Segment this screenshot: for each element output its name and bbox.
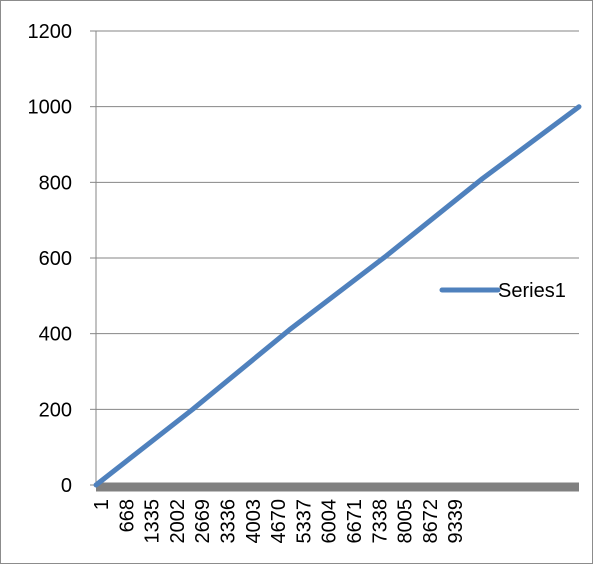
series-lines xyxy=(93,104,582,488)
y-tick-label: 1000 xyxy=(28,97,73,119)
x-tick-label: 6671 xyxy=(344,499,366,544)
x-tick-label: 5337 xyxy=(293,499,315,544)
x-tick-label: 2002 xyxy=(167,499,189,544)
x-tick-label: 1 xyxy=(91,499,113,510)
x-tick-label: 6004 xyxy=(319,499,341,544)
y-tick-label: 400 xyxy=(39,324,72,346)
x-tick-label: 8672 xyxy=(420,499,442,544)
y-tick-label: 800 xyxy=(39,172,72,194)
y-tick-label: 0 xyxy=(61,475,72,497)
series-line xyxy=(93,104,582,488)
x-tick-label: 4670 xyxy=(268,499,290,544)
x-tick-label: 7338 xyxy=(369,499,391,544)
x-axis-tick-labels: 1 668 1335 2002 2669 3336 4003 4670 5337 6004 6671… xyxy=(91,499,467,544)
x-tick-label: 3336 xyxy=(218,499,240,544)
x-tick-label: 8005 xyxy=(395,499,417,544)
gridlines xyxy=(96,30,579,410)
x-tick-label: 668 xyxy=(116,499,138,532)
axes xyxy=(90,30,579,492)
y-tick-label: 200 xyxy=(39,399,72,421)
x-tick-label: 4003 xyxy=(243,499,265,544)
legend: Series1 xyxy=(439,280,566,302)
x-tick-label: 9339 xyxy=(445,499,467,544)
y-axis-tick-labels: 0 200 400 600 800 1000 1200 xyxy=(28,21,73,497)
x-tick-label: 2669 xyxy=(192,499,214,544)
y-tick-label: 1200 xyxy=(28,21,73,43)
y-tick-label: 600 xyxy=(39,248,72,270)
legend-label: Series1 xyxy=(498,280,566,302)
x-tick-label: 1335 xyxy=(142,499,164,544)
